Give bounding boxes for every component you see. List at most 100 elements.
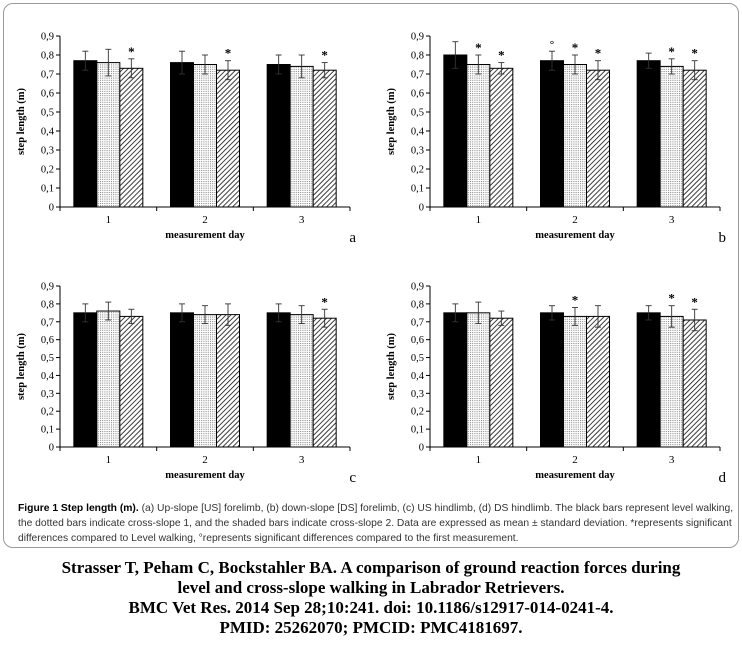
y-tick-label: 0,7 [411,70,424,81]
y-tick-label: 0,3 [411,146,424,157]
bar-dotted [659,315,684,448]
bar-hatched [489,317,514,448]
panel-label: c [349,470,356,486]
significance-marker: * [498,48,505,63]
significance-marker: * [668,291,675,306]
y-tick-label: 0,2 [411,407,424,418]
bar-black [170,312,194,448]
y-tick-label: 0 [49,203,54,214]
citation-line-4: PMID: 25262070; PMCID: PMC4181697. [219,618,523,637]
y-tick-label: 0,8 [411,51,424,62]
x-axis-title: measurement day [535,470,615,481]
significance-marker: * [595,46,602,61]
bar-dotted [193,314,217,448]
bar-hatched [119,315,144,448]
y-tick-label: 0,6 [411,335,424,346]
y-tick-label: 0,6 [411,89,424,100]
bar-hatched [312,69,337,208]
citation-line-3: BMC Vet Res. 2014 Sep 28;10:241. doi: 10… [128,598,614,617]
y-axis-title: step length (m) [16,87,27,155]
bar-dotted [563,315,587,448]
y-tick-label: 0,1 [41,425,54,436]
y-tick-label: 0,4 [41,127,55,138]
significance-marker: * [691,46,698,61]
bar-black [540,312,564,448]
bar-hatched [216,69,240,208]
chart-svg-b: 0 0,1 0,2 0,3 0,4 0,5 0,6 0,7 0,8 0,9 1 2 3 * * ° * * * * me… [386,32,727,247]
significance-marker: * [128,44,135,59]
y-axis-title: step length (m) [16,332,27,400]
y-tick-label: 0,5 [411,108,424,119]
significance-marker: ° [550,39,554,51]
caption-text: (a) Up-slope [US] forelimb, (b) down-slo… [18,503,734,544]
x-tick-label: 3 [299,454,305,466]
bar-hatched [682,319,707,448]
bar-dotted [289,65,314,208]
x-tick-label: 3 [669,214,675,226]
x-axis-title: measurement day [165,230,245,241]
x-axis-title: measurement day [165,470,245,481]
bar-hatched [216,314,240,448]
significance-marker: * [691,294,698,309]
y-tick-label: 0,4 [41,371,55,382]
y-tick-label: 0,2 [411,165,424,176]
y-tick-label: 0,3 [41,146,54,157]
bar-dotted [96,310,121,448]
y-tick-label: 0,7 [41,317,54,328]
y-tick-label: 0,1 [411,425,424,436]
y-tick-label: 0,3 [41,389,54,400]
x-tick-label: 1 [106,454,112,466]
y-axis-title: step length (m) [386,87,397,155]
bar-black [636,60,661,208]
bar-hatched [489,67,514,208]
y-tick-label: 0,9 [411,32,424,43]
bar-black [266,312,291,448]
bar-black [170,62,194,208]
bar-black [73,60,98,208]
x-tick-label: 2 [202,454,208,466]
y-tick-label: 0,9 [41,32,54,43]
significance-marker: * [321,294,328,309]
y-tick-label: 0,1 [41,184,54,195]
significance-marker: * [321,48,328,63]
y-tick-label: 0,2 [41,165,54,176]
caption-heading: Figure 1 Step length (m). [18,503,139,514]
panel-label: d [719,470,727,486]
chart-svg-d: 0 0,1 0,2 0,3 0,4 0,5 0,6 0,7 0,8 0,9 1 2 3 * * * measur… [386,282,727,487]
panel-label: b [719,230,727,246]
bar-black [443,54,468,208]
citation: Strasser T, Peham C, Bockstahler BA. A c… [0,558,742,638]
bar-black [73,312,98,448]
bar-black [443,312,468,448]
chart-svg-c: 0 0,1 0,2 0,3 0,4 0,5 0,6 0,7 0,8 0,9 1 2 3 * measurem… [16,282,356,487]
bar-dotted [289,314,314,448]
x-tick-label: 3 [299,214,305,226]
y-tick-label: 0,5 [41,353,54,364]
y-tick-label: 0 [419,203,424,214]
bar-hatched [586,69,610,208]
bar-hatched [682,69,707,208]
chart-panel-a: 0 0,1 0,2 0,3 0,4 0,5 0,6 0,7 0,8 0,9 1 2 3 * * * measur… [12,16,366,254]
bar-black [540,60,564,208]
bar-black [266,64,291,208]
x-tick-label: 3 [669,454,675,466]
chart-panel-c: 0 0,1 0,2 0,3 0,4 0,5 0,6 0,7 0,8 0,9 1 2 3 * measurem… [12,266,366,494]
x-tick-label: 1 [476,214,482,226]
x-axis-title: measurement day [535,230,615,241]
bar-dotted [96,62,121,208]
chart-panel-b: 0 0,1 0,2 0,3 0,4 0,5 0,6 0,7 0,8 0,9 1 2 3 * * ° * * * * me… [382,16,736,254]
y-tick-label: 0,5 [411,353,424,364]
x-tick-label: 1 [106,214,112,226]
x-tick-label: 2 [202,214,208,226]
figure-frame: 0 0,1 0,2 0,3 0,4 0,5 0,6 0,7 0,8 0,9 1 2 3 * * * measur… [3,3,739,548]
y-tick-label: 0,5 [41,108,54,119]
y-tick-label: 0,6 [41,335,54,346]
y-tick-label: 0 [49,443,54,454]
y-tick-label: 0,8 [411,299,424,310]
bar-dotted [659,65,684,208]
figure-caption: Figure 1 Step length (m). (a) Up-slope [… [18,501,734,546]
significance-marker: * [572,292,579,307]
chart-panel-d: 0 0,1 0,2 0,3 0,4 0,5 0,6 0,7 0,8 0,9 1 2 3 * * * measur… [382,266,736,494]
y-tick-label: 0,3 [411,389,424,400]
significance-marker: * [572,40,579,55]
